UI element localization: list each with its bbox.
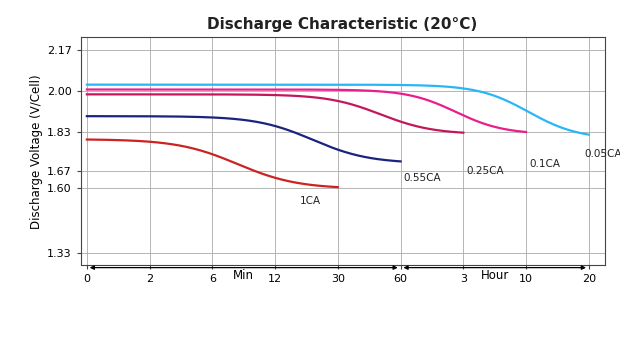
- Text: Hour: Hour: [480, 269, 509, 282]
- Text: 1CA: 1CA: [300, 196, 321, 206]
- Text: 0.25CA: 0.25CA: [466, 166, 504, 176]
- Text: Min: Min: [233, 269, 254, 282]
- Title: Discharge Characteristic (20°C): Discharge Characteristic (20°C): [208, 17, 477, 32]
- Text: 0.55CA: 0.55CA: [404, 173, 441, 183]
- Text: 0.1CA: 0.1CA: [529, 158, 560, 169]
- Y-axis label: Discharge Voltage (V/Cell): Discharge Voltage (V/Cell): [30, 74, 43, 228]
- Text: 0.05CA: 0.05CA: [585, 149, 620, 159]
